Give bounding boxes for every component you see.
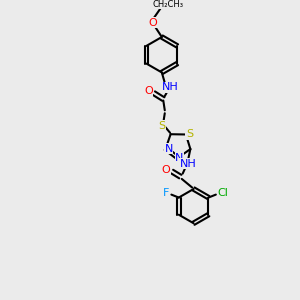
Text: S: S	[158, 121, 165, 131]
Text: N: N	[164, 144, 173, 154]
Text: O: O	[148, 18, 157, 28]
Text: F: F	[163, 188, 170, 198]
Text: Cl: Cl	[217, 188, 228, 198]
Text: NH: NH	[180, 159, 197, 169]
Text: NH: NH	[162, 82, 178, 92]
Text: O: O	[162, 165, 170, 175]
Text: S: S	[186, 130, 193, 140]
Text: CH₂CH₃: CH₂CH₃	[152, 0, 183, 9]
Text: O: O	[144, 86, 153, 96]
Text: N: N	[175, 153, 184, 163]
